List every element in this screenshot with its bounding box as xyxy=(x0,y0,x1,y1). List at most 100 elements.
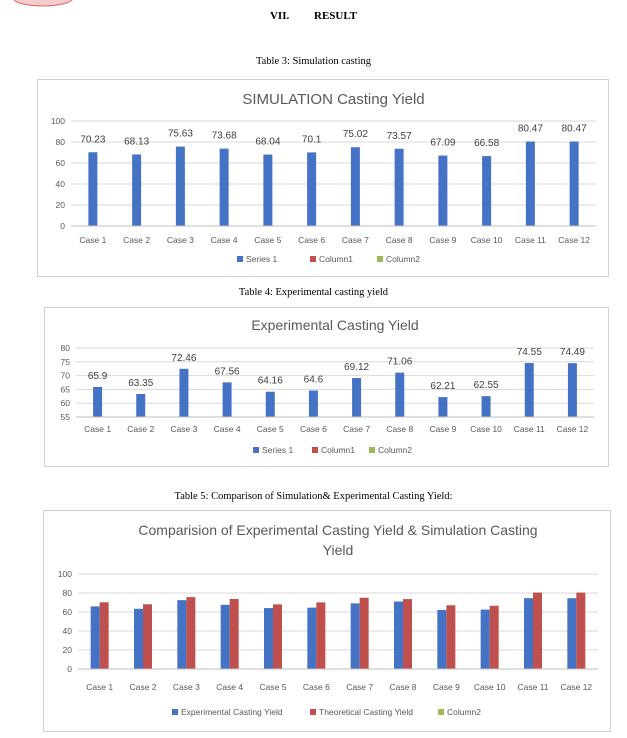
legend-label: Column2 xyxy=(386,254,420,264)
table5-caption: Table 5: Comparison of Simulation& Exper… xyxy=(174,491,453,502)
bar xyxy=(175,146,185,226)
x-tick-label: Case 11 xyxy=(514,424,545,434)
x-tick-label: Case 7 xyxy=(346,682,373,692)
legend-label: Column1 xyxy=(319,254,353,264)
data-label: 75.02 xyxy=(343,129,368,140)
bar xyxy=(265,391,275,417)
legend-label: Column2 xyxy=(378,445,412,455)
y-tick-label: 80 xyxy=(56,137,66,147)
bar xyxy=(438,155,448,226)
x-tick-label: Case 12 xyxy=(560,682,592,692)
legend-swatch xyxy=(237,256,243,262)
section-title: RESULT xyxy=(314,10,358,22)
legend-label: Series 1 xyxy=(246,254,277,264)
bar xyxy=(350,147,360,226)
y-tick-label: 80 xyxy=(63,588,73,598)
bar xyxy=(576,592,586,669)
x-tick-label: Case 4 xyxy=(216,682,243,692)
bar xyxy=(525,141,535,226)
y-tick-label: 20 xyxy=(56,200,66,210)
bar xyxy=(177,600,187,669)
y-tick-label: 20 xyxy=(63,645,73,655)
bar xyxy=(481,396,491,417)
bar xyxy=(403,599,412,669)
data-label: 73.57 xyxy=(387,131,412,142)
experimental-chart-svg: Experimental Casting Yield 55 60 65 70 75 80 Ca… xyxy=(61,317,594,455)
data-label: 74.49 xyxy=(560,347,585,358)
data-label: 73.68 xyxy=(212,131,237,142)
x-tick-label: Case 5 xyxy=(257,424,284,434)
bar xyxy=(524,598,533,669)
y-tick-label: 60 xyxy=(56,158,66,168)
x-tick-label: Case 2 xyxy=(123,235,150,245)
bar xyxy=(307,607,317,669)
x-tick-label: Case 6 xyxy=(303,682,330,692)
data-label: 74.55 xyxy=(517,347,542,358)
x-tick-label: Case 12 xyxy=(558,235,590,245)
data-label: 80.47 xyxy=(562,124,587,135)
bar xyxy=(132,154,142,226)
x-tick-label: Case 6 xyxy=(298,235,325,245)
data-label: 69.12 xyxy=(344,362,369,373)
bar xyxy=(90,606,100,669)
x-tick-label: Case 9 xyxy=(429,424,456,434)
bar xyxy=(437,609,447,669)
bar xyxy=(352,378,362,417)
bar xyxy=(567,363,577,417)
simulation-chart-svg: SIMULATION Casting Yield 0 20 40 60 80 100 Case… xyxy=(51,91,596,264)
bar xyxy=(569,141,579,226)
bar xyxy=(307,152,317,226)
data-label: 64.6 xyxy=(304,375,324,386)
section-number: VII. xyxy=(269,10,290,22)
bar xyxy=(438,397,448,417)
legend-swatch xyxy=(369,447,375,453)
bar xyxy=(394,148,404,226)
y-tick-label: 60 xyxy=(61,398,71,408)
y-tick-label: 60 xyxy=(63,607,73,617)
x-tick-label: Case 4 xyxy=(211,235,238,245)
data-label: 71.06 xyxy=(387,357,412,368)
y-tick-label: 75 xyxy=(61,357,71,367)
bar xyxy=(186,597,196,669)
legend-label: Theoretical Casting Yield xyxy=(319,707,413,717)
x-tick-label: Case 4 xyxy=(214,424,241,434)
bar xyxy=(264,608,273,669)
bar xyxy=(533,592,542,669)
bar xyxy=(179,368,189,417)
table3-caption: Table 3: Simulation casting xyxy=(255,56,372,67)
bar xyxy=(263,154,273,226)
data-label: 66.58 xyxy=(474,138,499,149)
data-label: 63.35 xyxy=(128,378,153,389)
bar xyxy=(489,605,499,669)
data-label: 62.21 xyxy=(430,381,455,392)
x-tick-label: Case 1 xyxy=(79,235,106,245)
bar xyxy=(480,609,490,669)
y-tick-label: 0 xyxy=(60,221,65,231)
bar xyxy=(359,597,369,669)
data-label: 70.23 xyxy=(80,134,105,145)
chart-title-line: Yield xyxy=(323,542,354,558)
bar xyxy=(136,393,146,417)
legend-label: Column1 xyxy=(321,445,355,455)
legend-swatch xyxy=(310,709,316,715)
section-heading: VII. RESULT xyxy=(0,10,627,22)
data-label: 64.16 xyxy=(258,376,283,387)
y-tick-label: 80 xyxy=(61,343,71,353)
x-tick-label: Case 3 xyxy=(167,235,194,245)
bar xyxy=(229,599,239,669)
comparison-chart: Comparision of Experimental Casting Yiel… xyxy=(43,510,611,732)
legend-swatch xyxy=(310,256,316,262)
bar xyxy=(316,602,326,669)
data-label: 65.9 xyxy=(88,371,108,382)
legend-label: Series 1 xyxy=(262,445,293,455)
y-tick-label: 0 xyxy=(67,664,72,674)
experimental-chart: Experimental Casting Yield 55 60 65 70 75 80 Ca… xyxy=(44,307,609,467)
x-tick-label: Case 9 xyxy=(429,235,456,245)
bar xyxy=(143,604,152,669)
table4-caption: Table 4: Experimental casting yield xyxy=(238,287,389,298)
x-tick-label: Case 10 xyxy=(471,235,503,245)
legend-label: Experimental Casting Yield xyxy=(181,707,283,717)
y-tick-label: 70 xyxy=(61,371,71,381)
legend-swatch xyxy=(377,256,383,262)
legend-label: Column2 xyxy=(447,707,481,717)
